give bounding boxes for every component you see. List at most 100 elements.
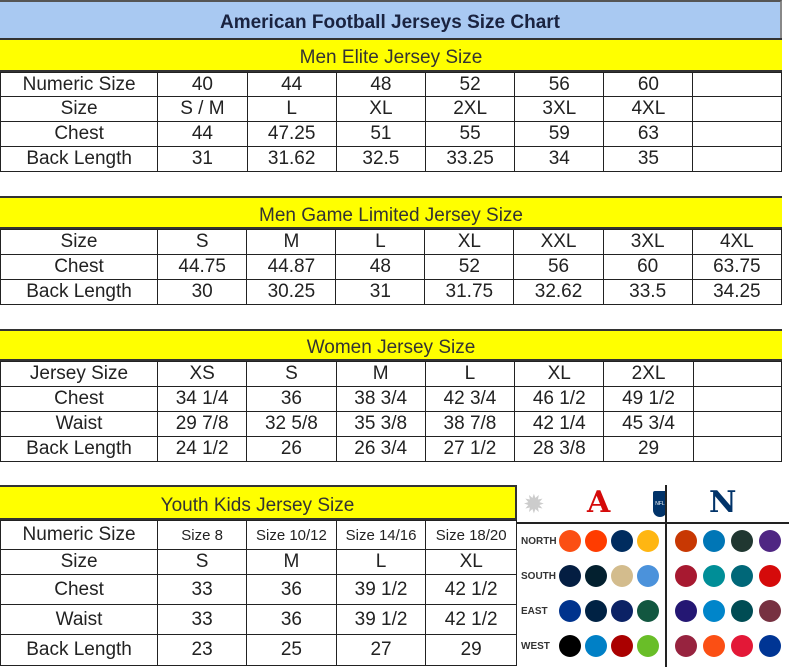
team-logo-icon [637,600,659,622]
cell: M [246,549,337,575]
table-row: Size S M L XL [0,549,517,575]
table-row: Jersey Size XS S M L XL 2XL [0,361,783,387]
team-logo-icon [675,635,697,657]
row-label: Numeric Size [0,520,159,550]
cell: 56 [513,254,604,280]
afc-logo: A [587,485,611,520]
cell: 38 3/4 [335,386,426,412]
cell: 34 1/4 [156,386,248,412]
cell: 29 7/8 [156,411,248,437]
section-header: Men Elite Jersey Size [0,38,782,72]
cell [692,436,783,462]
division-label: SOUTH [521,571,556,582]
cell: 29 [425,634,517,666]
cell: S [157,229,248,255]
women-section: Women Jersey Size Jersey Size XS S M L XL 2XL C… [0,329,783,462]
team-logo-icon [731,635,753,657]
table-row: Waist 29 7/8 32 5/8 35 3/8 38 7/8 42 1/4 45 3/… [0,411,783,437]
cell: 44 [157,121,248,147]
cell: 26 [246,436,337,462]
cell: 60 [603,72,694,97]
cell: 39 1/2 [335,604,427,635]
cell: L [335,229,426,255]
division-label: WEST [521,641,550,652]
cell: 59 [514,121,605,147]
cell: XL [424,229,515,255]
table-row: Chest 33 36 39 1/2 42 1/2 [0,574,517,605]
row-label: Back Length [0,634,159,666]
table-row: Chest 44 47.25 51 55 59 63 [0,121,782,147]
cell [692,121,782,147]
division-label: NORTH [521,536,557,547]
team-logo-icon [759,530,781,552]
cell: M [246,229,337,255]
cell: 52 [424,254,515,280]
team-logo-icon [611,600,633,622]
cell: 24 1/2 [156,436,248,462]
team-logo-icon [731,600,753,622]
team-logo-icon [611,530,633,552]
cell: 32 5/8 [246,411,337,437]
cell [692,361,783,387]
nfl-logo: NFL [653,491,667,517]
section-header: Women Jersey Size [0,329,782,361]
cell: 27 1/2 [424,436,516,462]
cell: XS [156,361,248,387]
cell: 29 [603,436,694,462]
cell: 51 [335,121,426,147]
cell [692,386,783,412]
team-logo-icon [585,565,607,587]
team-logo-icon [637,530,659,552]
men-game-table: Size S M L XL XXL 3XL 4XL Chest 44.75 44.87 48 52 56 6… [0,229,783,305]
youth-section: Youth Kids Jersey Size Numeric Size Size … [0,485,517,666]
row-label: Size [0,96,159,122]
cell: 56 [514,72,605,97]
cell: M [335,361,426,387]
row-label: Chest [0,121,159,147]
team-logo-icon [559,530,581,552]
cell: 52 [424,72,516,97]
cell: 33 [157,604,248,635]
cell: 35 [603,146,694,172]
cell: 31.62 [246,146,337,172]
cell: 63 [603,121,694,147]
table-row: Numeric Size 40 44 48 52 56 60 [0,72,782,97]
team-logo-icon [703,600,725,622]
row-label: Back Length [0,436,158,462]
team-logo-icon [703,565,725,587]
women-table: Jersey Size XS S M L XL 2XL Chest 34 1/4 36 38 3/4… [0,361,783,462]
team-logo-icon [585,635,607,657]
cell: XL [335,96,426,122]
cell: 4XL [691,229,783,255]
cell: 42 1/2 [425,574,517,605]
team-logo-icon [611,635,633,657]
starburst-icon: ✹ [523,489,545,519]
cell: 60 [602,254,693,280]
cell: 23 [157,634,248,666]
cell: 46 1/2 [514,386,605,412]
cell: 30 [157,279,248,305]
cell: 33 [157,574,248,605]
cell: L [246,96,337,122]
cell: XL [425,549,517,575]
team-logo-icon [731,565,753,587]
cell: 31.75 [424,279,515,305]
table-row: Chest 44.75 44.87 48 52 56 60 63.75 [0,254,783,280]
row-label: Chest [0,574,159,605]
cell: 32.5 [335,146,426,172]
cell: 26 3/4 [335,436,426,462]
division-label: EAST [521,606,548,617]
row-label: Jersey Size [0,361,158,387]
cell: 32.62 [513,279,604,305]
cell: 25 [246,634,337,666]
cell: 63.75 [691,254,783,280]
cell [692,146,782,172]
cell: Size 10/12 [246,520,337,550]
cell: S [246,361,337,387]
cell: 34 [514,146,605,172]
cell: 3XL [514,96,605,122]
nfl-team-logos: ✹ A NFL N NORTH SOUTH EAST WEST [517,485,789,667]
row-label: Waist [0,604,159,635]
cell: 45 3/4 [603,411,694,437]
cell: 36 [246,386,337,412]
